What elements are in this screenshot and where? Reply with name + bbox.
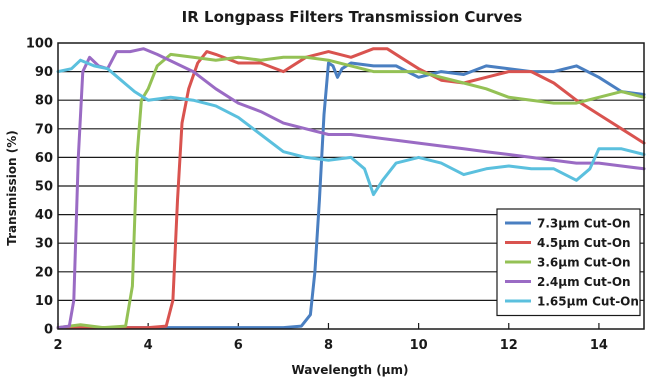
legend-label: 3.6μm Cut-On (537, 256, 631, 270)
y-tick-label: 0 (44, 323, 53, 338)
y-tick-label: 60 (35, 151, 53, 166)
x-tick-label: 8 (324, 338, 333, 353)
x-tick-labels: 2 4 6 8 10 12 14 (53, 338, 607, 353)
series-line-1 (56, 47, 646, 330)
y-tick-label: 90 (35, 65, 53, 80)
legend-label: 1.65μm Cut-On (537, 295, 639, 309)
series-line-2 (56, 52, 646, 330)
x-tick-label: 14 (590, 338, 608, 353)
y-tick-label: 70 (35, 122, 53, 137)
y-tick-label: 30 (35, 237, 53, 252)
series-lines (56, 47, 646, 330)
chart-title: IR Longpass Filters Transmission Curves (182, 8, 523, 26)
y-axis-label: Transmission (%) (5, 130, 19, 246)
series-line-4 (56, 58, 646, 197)
y-tick-label: 100 (26, 37, 53, 52)
x-tick-label: 6 (234, 338, 243, 353)
y-tick-label: 20 (35, 265, 53, 280)
legend-label: 4.5μm Cut-On (537, 236, 631, 250)
y-tick-labels: 0 10 20 30 40 50 60 70 80 90 100 (26, 37, 53, 338)
plot-frame (57, 42, 645, 330)
x-tick-label: 10 (410, 338, 428, 353)
legend-label: 7.3μm Cut-On (537, 217, 631, 231)
series-line-0 (56, 61, 646, 330)
y-tick-label: 40 (35, 208, 53, 223)
y-tick-label: 80 (35, 94, 53, 109)
series-line-3 (56, 47, 646, 330)
y-tick-label: 10 (35, 294, 53, 309)
x-tick-label: 4 (144, 338, 153, 353)
y-tick-label: 50 (35, 180, 53, 195)
x-tick-label: 2 (53, 338, 62, 353)
legend: 7.3μm Cut-On 4.5μm Cut-On 3.6μm Cut-On 2.4μ… (496, 208, 641, 317)
x-axis-label: Wavelength (μm) (291, 363, 408, 377)
x-tick-label: 12 (500, 338, 518, 353)
legend-label: 2.4μm Cut-On (537, 275, 631, 289)
